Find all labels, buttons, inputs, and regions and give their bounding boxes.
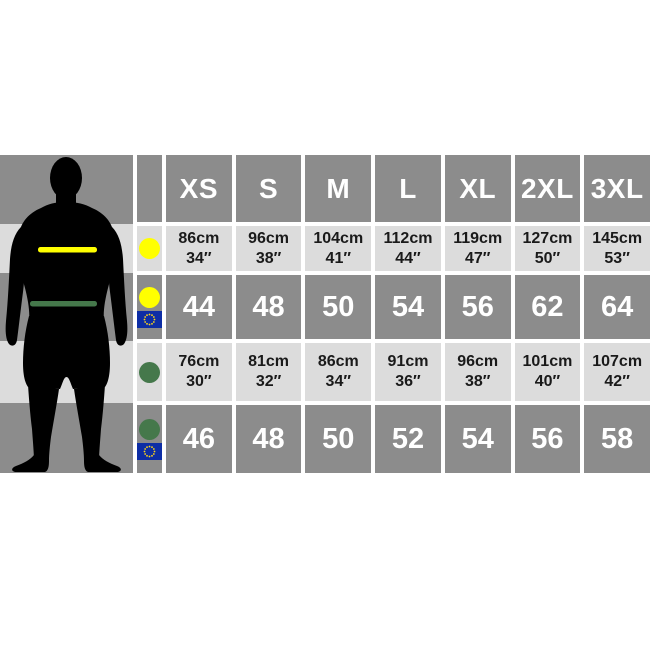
male-figure-silhouette-icon [0, 155, 133, 473]
cm-value: 91cm [387, 353, 429, 370]
inch-value: 41″ [325, 249, 352, 267]
cm-value: 76cm [178, 353, 220, 370]
waist-eu-cell: 58 [584, 405, 650, 473]
size-column-header: S [235, 155, 302, 222]
waist-eu-cell: 46 [166, 405, 232, 473]
size-column-header: 2XL [514, 155, 581, 222]
size-chart-grid: XS S M L XL 2XL 3XL 86cm 34″ 96cm 38″ 10… [0, 155, 650, 473]
inch-value: 34″ [186, 249, 212, 267]
chest-measurement-cell: 112cm 44″ [375, 226, 441, 271]
chest-eu-cell: 64 [584, 275, 650, 339]
waist-measurement-cell: 81cm 32″ [235, 343, 302, 401]
inch-value: 34″ [325, 373, 352, 390]
waist-measurement-cell: 101cm 40″ [514, 343, 581, 401]
waist-eu-cell: 50 [305, 405, 372, 473]
cm-value: 107cm [592, 353, 643, 370]
cm-value: 127cm [522, 229, 573, 247]
cm-value: 112cm [383, 229, 433, 247]
chest-eu-cell: 44 [166, 275, 232, 339]
inch-value: 30″ [186, 373, 212, 390]
waist-marker-cell [137, 343, 162, 401]
waist-eu-cell: 56 [514, 405, 581, 473]
cm-value: 96cm [248, 229, 290, 247]
size-column-header: L [375, 155, 441, 222]
inch-value: 53″ [604, 249, 630, 267]
chest-marker-dot-icon [139, 238, 160, 259]
chest-measurement-cell: 86cm 34″ [166, 226, 232, 271]
waist-measurement-cell: 91cm 36″ [375, 343, 441, 401]
inch-value: 38″ [464, 373, 491, 390]
waist-measurement-cell: 96cm 38″ [444, 343, 511, 401]
waist-marker-dot-icon [139, 418, 160, 440]
chest-measurement-cell: 145cm 53″ [584, 226, 650, 271]
chest-measure-line [38, 247, 97, 253]
chest-eu-cell: 48 [235, 275, 302, 339]
inch-value: 36″ [395, 373, 421, 390]
cm-value: 145cm [592, 229, 643, 247]
chest-eu-marker-cell [137, 275, 162, 339]
waist-eu-cell: 54 [444, 405, 511, 473]
cm-value: 86cm [317, 353, 359, 370]
chest-marker-cell [137, 226, 162, 271]
cm-value: 119cm [453, 229, 503, 247]
waist-measurement-cell: 107cm 42″ [584, 343, 650, 401]
inch-value: 50″ [534, 249, 561, 267]
chest-measurement-cell: 127cm 50″ [514, 226, 581, 271]
marker-header-cell [137, 155, 162, 222]
waist-eu-marker-cell [137, 405, 162, 473]
waist-eu-cell: 48 [235, 405, 302, 473]
waist-measure-line [30, 301, 97, 307]
inch-value: 32″ [255, 373, 282, 390]
inch-value: 40″ [534, 373, 561, 390]
waist-marker-dot-icon [139, 361, 160, 383]
size-column-header: XL [444, 155, 511, 222]
eu-flag-icon [137, 310, 162, 328]
figure-silhouette-panel [0, 155, 133, 473]
cm-value: 86cm [178, 229, 220, 247]
cm-value: 81cm [248, 353, 290, 370]
inch-value: 42″ [604, 373, 630, 390]
waist-measurement-cell: 86cm 34″ [305, 343, 372, 401]
inch-value: 38″ [255, 249, 282, 267]
eu-flag-icon [137, 442, 162, 460]
chest-measurement-cell: 104cm 41″ [305, 226, 372, 271]
waist-measurement-cell: 76cm 30″ [166, 343, 232, 401]
cm-value: 101cm [522, 353, 573, 370]
chest-marker-dot-icon [139, 286, 160, 308]
inch-value: 44″ [395, 249, 421, 267]
chest-measurement-cell: 119cm 47″ [444, 226, 511, 271]
body-shape [5, 157, 128, 472]
size-column-header: XS [166, 155, 232, 222]
waist-eu-cell: 52 [375, 405, 441, 473]
chest-measurement-cell: 96cm 38″ [235, 226, 302, 271]
cm-value: 96cm [457, 353, 499, 370]
inch-value: 47″ [464, 249, 491, 267]
stripe-band [0, 403, 133, 473]
chest-eu-cell: 56 [444, 275, 511, 339]
cm-value: 104cm [313, 229, 364, 247]
chest-eu-cell: 54 [375, 275, 441, 339]
chest-eu-cell: 62 [514, 275, 581, 339]
chest-eu-cell: 50 [305, 275, 372, 339]
size-column-header: 3XL [584, 155, 650, 222]
size-column-header: M [305, 155, 372, 222]
